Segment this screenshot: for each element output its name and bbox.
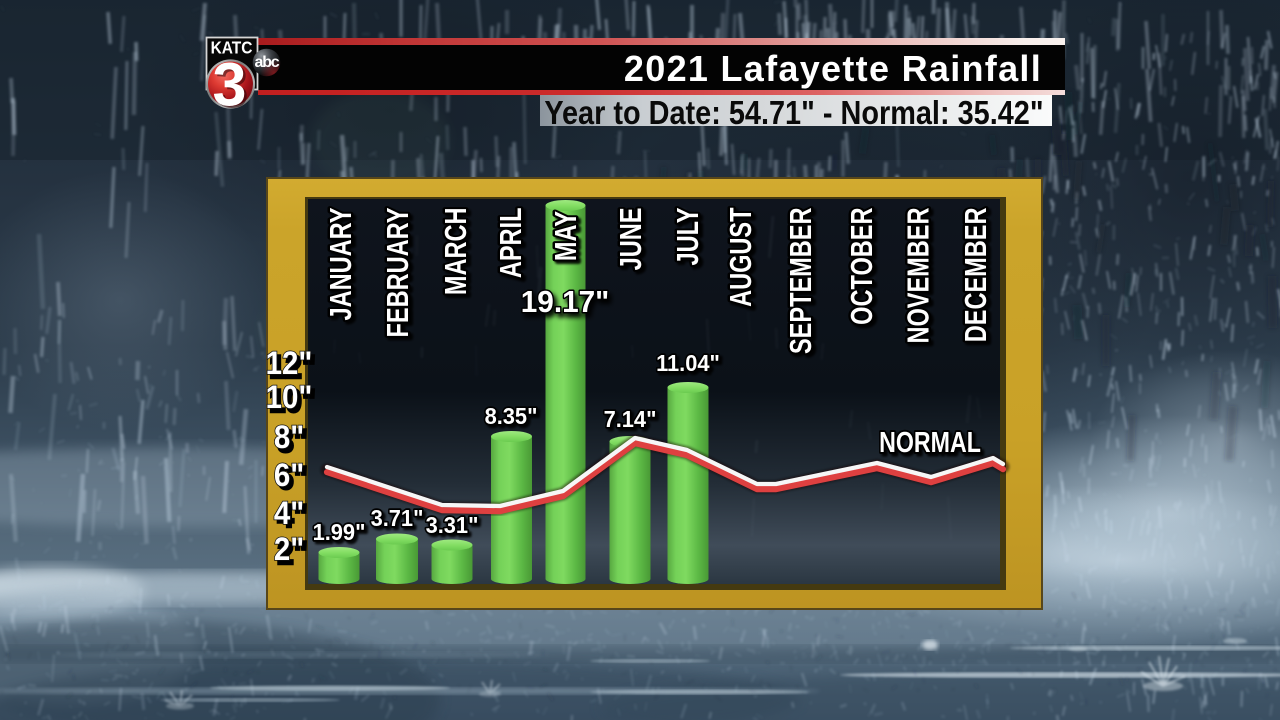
svg-text:7.14": 7.14": [604, 406, 657, 432]
svg-text:MARCH: MARCH: [438, 208, 473, 296]
svg-text:12": 12": [266, 345, 313, 381]
svg-text:12": 12": [269, 349, 316, 385]
svg-text:4": 4": [274, 495, 304, 531]
svg-text:JULY: JULY: [670, 208, 705, 266]
svg-text:8.35": 8.35": [485, 403, 538, 429]
svg-text:MAY: MAY: [548, 211, 583, 261]
svg-text:AUGUST: AUGUST: [723, 207, 758, 307]
svg-text:8": 8": [274, 419, 304, 455]
svg-text:8": 8": [277, 423, 307, 459]
svg-text:NORMAL: NORMAL: [879, 425, 981, 458]
svg-text:OCTOBER: OCTOBER: [844, 207, 879, 324]
svg-text:FEBRUARY: FEBRUARY: [380, 208, 415, 338]
svg-text:SEPTEMBER: SEPTEMBER: [783, 207, 818, 354]
svg-text:abc: abc: [255, 54, 280, 71]
svg-text:19.17": 19.17": [521, 284, 610, 319]
svg-text:10": 10": [269, 383, 316, 419]
svg-text:APRIL: APRIL: [493, 208, 528, 279]
svg-text:3: 3: [213, 51, 247, 119]
svg-text:11.04": 11.04": [656, 350, 720, 376]
svg-text:10": 10": [266, 379, 313, 415]
svg-text:3: 3: [215, 53, 249, 121]
svg-text:JUNE: JUNE: [613, 208, 648, 271]
svg-text:3.71": 3.71": [371, 505, 424, 531]
svg-text:1.99": 1.99": [313, 519, 366, 545]
svg-text:JANUARY: JANUARY: [323, 208, 358, 321]
svg-text:DECEMBER: DECEMBER: [958, 207, 993, 342]
svg-text:6": 6": [277, 460, 307, 496]
svg-text:3.31": 3.31": [426, 512, 479, 538]
svg-text:NOVEMBER: NOVEMBER: [900, 207, 935, 343]
svg-text:2": 2": [277, 535, 307, 571]
svg-text:6": 6": [274, 457, 304, 493]
svg-text:2": 2": [274, 531, 304, 567]
svg-text:4": 4": [277, 498, 307, 534]
svg-text:KATC: KATC: [211, 37, 253, 57]
